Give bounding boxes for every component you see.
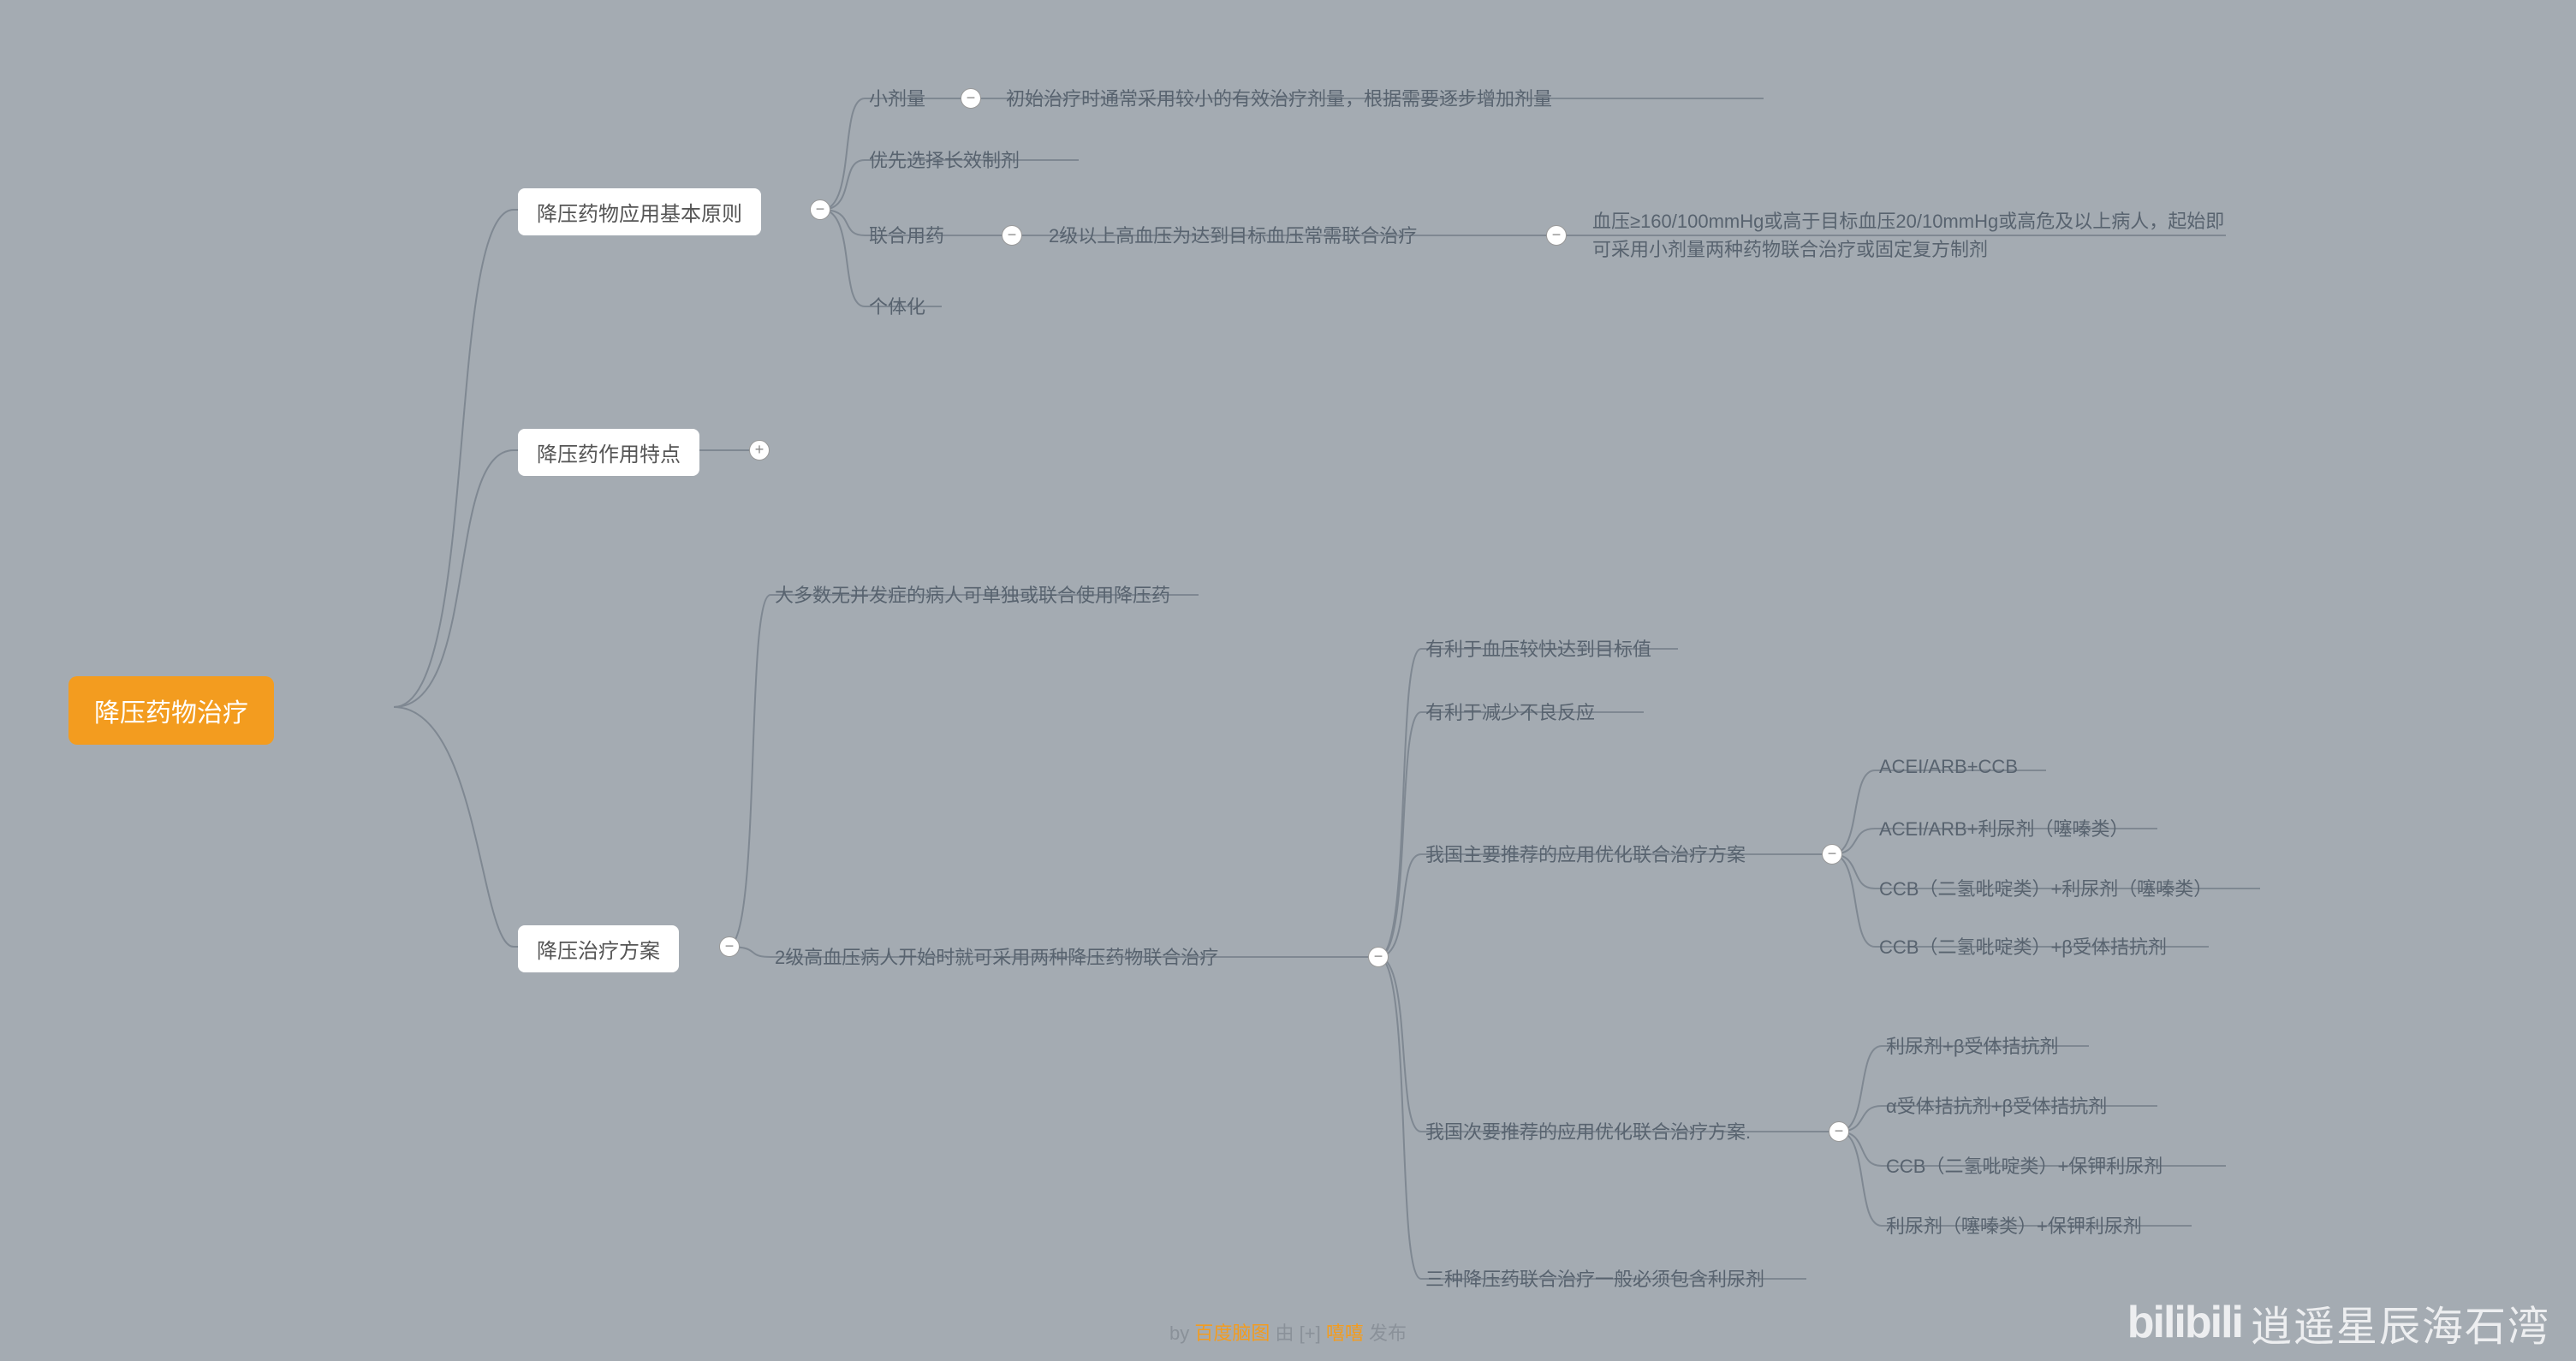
leaf-s3-b: ACEI/ARB+利尿剂（噻嗪类） [1879,814,2129,841]
leaf-plan-c2[interactable]: 2级高血压病人开始时就可采用两种降压药物联合治疗 [775,942,1218,970]
leaf-s4-b: α受体拮抗剂+β受体拮抗剂 [1886,1091,2107,1119]
toggle-minus-icon[interactable]: − [1368,947,1389,967]
branch-plan[interactable]: 降压治疗方案 [518,925,679,972]
branch-principles[interactable]: 降压药物应用基本原则 [518,188,761,235]
toggle-minus-icon[interactable]: − [810,199,830,220]
leaf-s3-c: CCB（二氢吡啶类）+利尿剂（噻嗪类） [1879,874,2212,901]
leaf-small-dose-detail: 初始治疗时通常采用较小的有效治疗剂量，根据需要逐步增加剂量 [1006,84,1552,111]
toggle-minus-icon[interactable]: − [1822,844,1842,865]
branch-characteristics[interactable]: 降压药作用特点 [518,429,699,476]
footer-by: by [1169,1322,1189,1344]
leaf-plan-s2: 有利于减少不良反应 [1425,698,1595,725]
watermark: bilibili 逍遥星辰海石湾 [2127,1293,2550,1352]
leaf-combined-sub: 血压≥160/100mmHg或高于目标血压20/10mmHg或高危及以上病人，起… [1592,207,2243,264]
leaf-individual[interactable]: 个体化 [869,292,925,319]
leaf-combined-detail[interactable]: 2级以上高血压为达到目标血压常需联合治疗 [1049,221,1417,248]
leaf-s3-d: CCB（二氢吡啶类）+β受体拮抗剂 [1879,932,2167,960]
toggle-minus-icon[interactable]: − [961,88,981,109]
leaf-plan-s3[interactable]: 我国主要推荐的应用优化联合治疗方案 [1425,840,1746,867]
footer-credit: by 百度脑图 由 [+] 嘻嘻 发布 [1169,1318,1407,1346]
leaf-plan-c1[interactable]: 大多数无并发症的病人可单独或联合使用降压药 [775,580,1170,608]
bilibili-logo-icon: bilibili [2127,1297,2242,1348]
toggle-minus-icon[interactable]: − [1546,225,1567,246]
leaf-long-acting[interactable]: 优先选择长效制剂 [869,146,1020,173]
root-node[interactable]: 降压药物治疗 [68,676,274,745]
toggle-minus-icon[interactable]: − [719,936,740,957]
leaf-plan-s5: 三种降压药联合治疗一般必须包含利尿剂 [1425,1264,1764,1292]
connector-lines [0,0,2576,1361]
leaf-s4-a: 利尿剂+β受体拮抗剂 [1886,1031,2059,1059]
footer-mid: 由 [+] [1276,1322,1321,1344]
footer-pub: 发布 [1369,1322,1407,1344]
leaf-s4-c: CCB（二氢吡啶类）+保钾利尿剂 [1886,1151,2163,1179]
toggle-minus-icon[interactable]: − [1829,1121,1849,1142]
leaf-plan-s1: 有利于血压较快达到目标值 [1425,634,1651,662]
toggle-plus-icon[interactable]: + [749,440,770,461]
leaf-s4-d: 利尿剂（噻嗪类）+保钾利尿剂 [1886,1211,2142,1239]
footer-app[interactable]: 百度脑图 [1194,1322,1270,1344]
leaf-plan-s4[interactable]: 我国次要推荐的应用优化联合治疗方案. [1425,1117,1751,1144]
watermark-text: 逍遥星辰海石湾 [2251,1293,2550,1352]
leaf-small-dose[interactable]: 小剂量 [869,84,925,111]
toggle-minus-icon[interactable]: − [1002,225,1022,246]
leaf-combined[interactable]: 联合用药 [869,221,944,248]
footer-user[interactable]: 嘻嘻 [1326,1322,1364,1344]
leaf-s3-a: ACEI/ARB+CCB [1879,756,2018,778]
